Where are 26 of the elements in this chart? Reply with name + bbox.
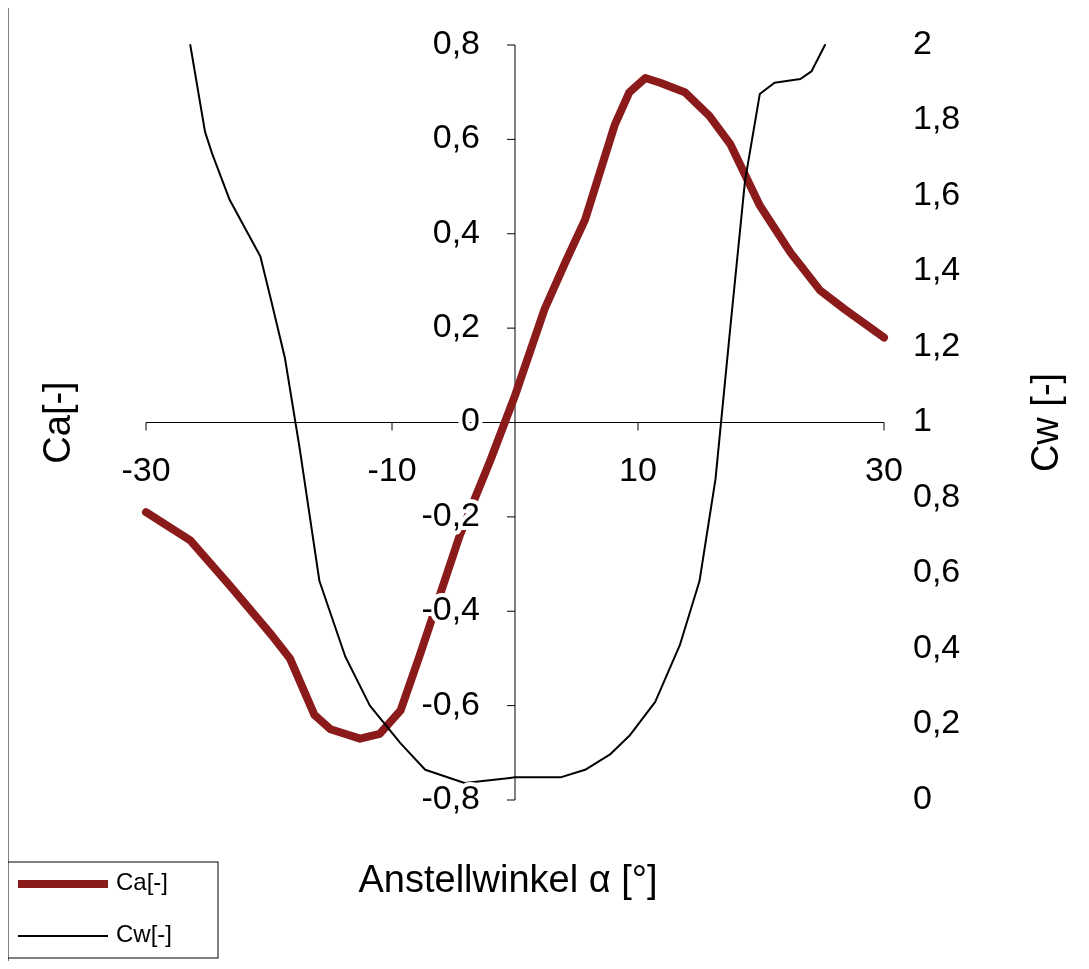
y2-tick-label: 0: [913, 777, 932, 816]
y2-tick-label: 0,6: [913, 551, 961, 590]
y2-tick-label: 1,4: [913, 249, 961, 288]
y2-tick-label: 1,6: [913, 173, 961, 212]
y2-tick-label: 1: [913, 400, 932, 439]
x-axis-title: Anstellwinkel α [°]: [358, 858, 658, 901]
y2-axis-title: Cw [-]: [1024, 372, 1067, 473]
y2-tick-label: 0,8: [913, 475, 961, 514]
y2-tick-label: 2: [913, 22, 932, 61]
legend-label: Cw[-]: [116, 920, 172, 948]
y-tick-label: -0,8: [421, 777, 480, 816]
x-tick-label: 10: [619, 450, 657, 489]
y-tick-label: 0,8: [432, 22, 480, 61]
x-tick-label: -10: [367, 450, 417, 489]
y-tick-label: -0,6: [421, 683, 480, 722]
y-tick-label: 0,6: [432, 117, 480, 156]
y-axis-title: Ca[-]: [36, 381, 79, 464]
x-tick-label: 30: [865, 450, 903, 489]
y2-tick-label: 1,8: [913, 98, 961, 137]
legend-label: Ca[-]: [116, 868, 169, 896]
y-tick-label: 0,2: [432, 306, 480, 345]
y2-tick-label: 0,4: [913, 626, 961, 665]
x-tick-label: -30: [121, 450, 171, 489]
y-tick-label: 0,4: [432, 211, 480, 250]
y2-tick-label: 1,2: [913, 324, 961, 363]
y2-tick-label: 0,2: [913, 702, 961, 741]
